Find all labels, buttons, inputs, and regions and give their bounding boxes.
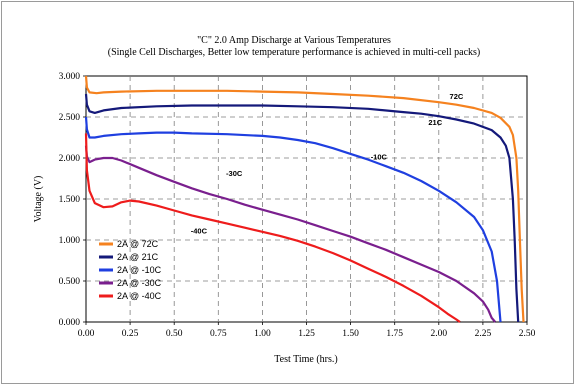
y-tick-label: 1.500 <box>59 195 81 205</box>
series-line <box>84 116 502 323</box>
x-tick-label: 1.25 <box>298 329 315 339</box>
x-tick-label: 0.00 <box>78 329 95 339</box>
curve-annotations: 72C 21C -10C -30C -40C <box>191 92 464 235</box>
x-tick-label: 1.00 <box>254 329 271 339</box>
series-line <box>84 133 461 323</box>
x-axis-label: Test Time (hrs.) <box>274 354 337 365</box>
x-tick-label: 2.25 <box>475 329 492 339</box>
legend-label: 2A @ -30C <box>117 278 162 288</box>
curve-label: -10C <box>371 153 388 162</box>
curve-label: 72C <box>450 92 464 101</box>
x-tick-label: 2.00 <box>430 329 447 339</box>
grid-lines <box>83 75 528 325</box>
series-line <box>84 75 525 323</box>
curve-label: -30C <box>226 169 243 178</box>
x-tick-label: 1.50 <box>342 329 359 339</box>
series-line <box>84 145 497 323</box>
legend-label: 2A @ 72C <box>117 239 159 249</box>
legend-label: 2A @ 21C <box>117 252 159 262</box>
y-tick-label: 0.500 <box>59 277 81 287</box>
legend-label: 2A @ -10C <box>117 265 162 275</box>
chart-subtitle: (Single Cell Discharges, Better low temp… <box>108 47 480 58</box>
x-tick-label: 0.50 <box>166 329 183 339</box>
chart-title: "C" 2.0 Amp Discharge at Various Tempera… <box>197 35 391 46</box>
curve-label: -40C <box>191 226 208 235</box>
y-tick-label: 2.000 <box>59 154 81 164</box>
x-tick-label: 0.75 <box>210 329 227 339</box>
series-line <box>84 93 520 323</box>
tick-labels: 0.00 0.25 0.50 0.75 1.00 1.25 1.50 1.75 2.00 2.25… <box>59 72 536 339</box>
y-tick-label: 0.000 <box>59 318 81 328</box>
y-tick-label: 2.500 <box>59 113 81 123</box>
curve-label: 21C <box>428 118 442 127</box>
x-tick-label: 2.50 <box>519 329 536 339</box>
y-axis-label: Voltage (V) <box>33 176 44 223</box>
series-lines <box>84 75 525 323</box>
legend-label: 2A @ -40C <box>117 291 162 301</box>
y-tick-label: 1.000 <box>59 236 81 246</box>
x-tick-label: 1.75 <box>386 329 403 339</box>
y-tick-label: 3.000 <box>59 72 81 82</box>
legend: 2A @ 72C 2A @ 21C 2A @ -10C 2A @ -30C 2A @ -… <box>99 239 162 301</box>
x-tick-label: 0.25 <box>122 329 139 339</box>
